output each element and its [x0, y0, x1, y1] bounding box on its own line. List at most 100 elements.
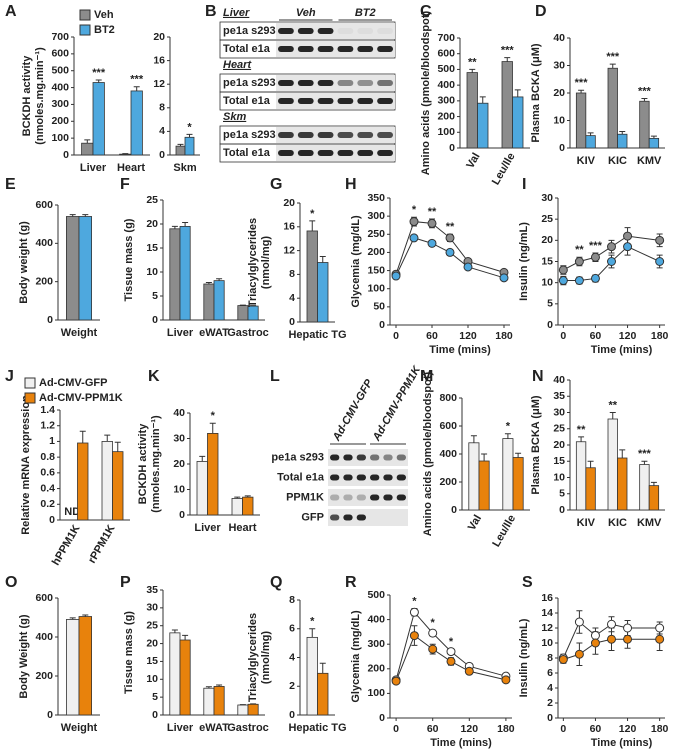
y-tick-label: 25 [553, 423, 565, 435]
y-tick-label: 10 [541, 637, 553, 649]
band [297, 98, 314, 104]
point [427, 218, 437, 228]
y-tick-label: 0 [152, 709, 158, 721]
series-line [395, 611, 507, 681]
x-tick-label: 180 [495, 330, 513, 342]
y-tick-label: 12 [283, 244, 295, 256]
significance: * [506, 421, 511, 433]
y-tick-label: 20 [146, 637, 158, 649]
significance: * [431, 617, 436, 629]
y-tick-label: 10 [146, 673, 158, 685]
point [590, 252, 600, 262]
y-tick-label: 8 [289, 268, 295, 280]
y-tick-label: 4 [289, 651, 295, 663]
group-label: Veh [296, 7, 316, 19]
y-axis-label: Insulin (ng/mL) [518, 618, 530, 697]
error-bar [133, 86, 140, 91]
error-bar [171, 225, 178, 229]
point [590, 631, 600, 640]
band [396, 454, 406, 461]
bar [196, 461, 208, 516]
bar [203, 283, 215, 321]
x-tick-label: eWAT [199, 722, 229, 734]
band [377, 46, 393, 52]
significance: * [310, 208, 315, 220]
bar [512, 96, 524, 149]
y-tick-label: 4 [289, 292, 295, 304]
error-bar [104, 434, 111, 442]
band [396, 494, 406, 501]
band [337, 80, 354, 86]
x-tick-label: 0 [560, 723, 566, 735]
y-axis-label: Tissue mass (g) [123, 218, 135, 301]
legend-label: Ad-CMV-GFP [39, 377, 107, 389]
band [317, 80, 334, 86]
band [278, 46, 294, 52]
row-label: GFP [301, 511, 324, 523]
y-tick-label: 40 [173, 407, 185, 419]
significance: *** [501, 45, 515, 57]
significance: ** [577, 424, 586, 436]
panel-letter: E [5, 176, 16, 193]
point [558, 655, 568, 664]
error-bar [650, 135, 657, 139]
x-tick-label: Gastroc [227, 722, 269, 734]
y-tick-label: 0 [379, 712, 385, 724]
bar [639, 100, 650, 149]
band [337, 150, 354, 156]
bar [78, 616, 93, 716]
bar [648, 137, 660, 149]
y-tick-label: 0 [49, 514, 55, 526]
y-tick-label: 200 [439, 476, 457, 488]
x-axis-label: Time (mins) [591, 344, 653, 356]
y-axis-label: Tissue mass (g) [123, 611, 135, 694]
y-tick-label: 0 [379, 319, 385, 331]
point [409, 233, 419, 243]
bar [306, 636, 318, 716]
y-tick-label: 14 [541, 607, 553, 619]
band [297, 150, 314, 156]
error-bar [216, 684, 223, 687]
panel-letter: Q [270, 574, 282, 591]
point [463, 262, 473, 272]
panel-letter: N [532, 368, 544, 385]
y-tick-label: 600 [35, 592, 53, 604]
y-tick-label: 500 [51, 64, 69, 76]
point [558, 276, 568, 286]
x-axis-label: Time (mins) [429, 344, 491, 356]
band [330, 474, 340, 481]
y-tick-label: 0 [63, 149, 69, 161]
y-tick-label: 16 [283, 221, 295, 233]
legend-label: Ad-CMV-PPM1K [39, 392, 123, 404]
y-tick-label: 200 [35, 275, 53, 287]
point [446, 656, 456, 666]
y-tick-label: 40 [553, 32, 565, 44]
series-line [395, 634, 507, 682]
band [356, 494, 366, 501]
y-tick-label: 350 [367, 192, 385, 204]
x-tick-label: Val [464, 151, 482, 171]
y-tick-label: 0.6 [40, 467, 55, 479]
y-tick-label: 30 [553, 406, 565, 418]
y-tick-label: 600 [439, 420, 457, 432]
row-label: Total e1a [277, 471, 325, 483]
band [356, 474, 366, 481]
row-label: pe1a s293 [271, 451, 324, 463]
bar [81, 142, 94, 156]
y-tick-label: 5 [152, 691, 158, 703]
blot-bg [276, 41, 395, 57]
band [317, 46, 334, 52]
band [377, 80, 393, 86]
bar [203, 687, 215, 716]
point [574, 649, 584, 659]
x-tick-label: Heart [117, 162, 145, 174]
y-tick-label: 400 [367, 613, 385, 625]
group-label: Ad-CMV-PPM1K [370, 363, 423, 443]
y-tick-label: 25 [146, 619, 158, 631]
significance: ** [608, 399, 617, 411]
error-bar [319, 662, 326, 674]
y-axis-label: Glycemia (mg/dL) [350, 610, 362, 703]
y-tick-label: 400 [439, 448, 457, 460]
series-line [395, 237, 505, 279]
x-tick-label: Leu/Ile [490, 151, 518, 187]
